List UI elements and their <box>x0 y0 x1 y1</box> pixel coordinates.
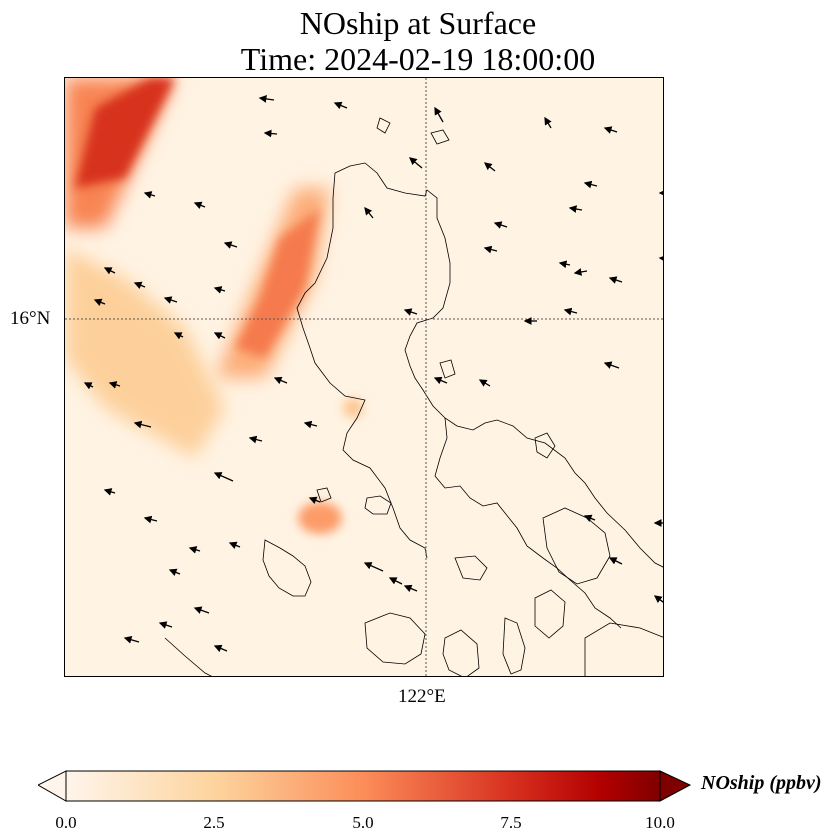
coastline-masbate <box>454 555 488 581</box>
wind-arrow <box>544 116 552 129</box>
wind-arrow <box>603 361 620 369</box>
wind-arrow <box>223 241 238 249</box>
wind-arrow <box>143 191 156 199</box>
wind-arrow <box>133 281 146 290</box>
coastline-panay <box>364 612 426 665</box>
latitude-tick-label: 16°N <box>10 308 51 329</box>
wind-arrow <box>103 267 116 275</box>
colorbar-gradient <box>65 770 661 802</box>
coastline-marinduque <box>364 495 392 515</box>
map-title: NOship at Surface <box>299 5 537 41</box>
wind-arrow <box>603 126 618 134</box>
colorbar-tick-4: 10.0 <box>645 813 675 832</box>
wind-arrow <box>483 162 496 172</box>
coastline-luzon-west <box>296 172 428 559</box>
wind-arrow <box>263 129 278 138</box>
wind-arrow <box>653 595 663 604</box>
wind-arrow <box>583 180 598 189</box>
wind-arrow <box>558 260 571 269</box>
wind-arrow <box>478 379 491 387</box>
wind-arrow <box>403 584 418 593</box>
wind-arrow <box>213 332 226 340</box>
coastline-cebu <box>502 617 526 675</box>
coastline-mindanao <box>584 622 663 676</box>
colorbar-label: NOship (ppbv) <box>701 772 822 794</box>
wind-arrow <box>173 332 184 340</box>
wind-arrow <box>158 621 173 629</box>
wind-arrow <box>123 636 140 644</box>
coastline-palawan <box>164 637 212 676</box>
coastline-babuyan-2 <box>430 129 450 145</box>
wind-arrow <box>273 376 288 385</box>
coastline-bicol <box>434 417 622 629</box>
coastline-mindoro <box>262 539 312 597</box>
wind-arrow <box>403 308 418 316</box>
wind-arrow <box>163 296 178 304</box>
wind-arrow <box>333 101 348 110</box>
wind-arrow <box>258 95 275 103</box>
wind-vectors <box>83 95 663 653</box>
wind-arrow <box>364 206 374 219</box>
wind-arrow <box>248 435 263 444</box>
wind-arrow <box>213 472 234 482</box>
colorbar-tick-3: 7.5 <box>500 813 522 832</box>
coastline-lubang <box>316 487 332 503</box>
wind-arrow <box>658 254 663 263</box>
plume-plume-near-Mindoro-5 <box>298 502 342 534</box>
colorbar-tick-0: 0.0 <box>55 813 77 832</box>
wind-arrow <box>433 376 448 385</box>
map-panel <box>64 77 664 677</box>
wind-arrow <box>563 307 578 316</box>
longitude-tick-label: 122°E <box>398 686 446 707</box>
wind-arrow <box>434 106 444 123</box>
coastline-babuyan <box>376 117 391 134</box>
wind-arrow <box>608 557 623 565</box>
wind-arrow <box>213 286 226 294</box>
wind-arrow <box>303 420 318 429</box>
wind-arrow <box>308 496 321 505</box>
wind-arrow <box>193 201 206 210</box>
colorbar-tick-1: 2.5 <box>203 813 225 832</box>
colorbar-extend-min <box>38 770 67 802</box>
colorbar <box>38 770 698 804</box>
wind-arrow <box>108 381 121 389</box>
wind-arrow <box>493 221 508 229</box>
plume-plume-west-of-Luzon-coast-3 <box>235 208 320 358</box>
wind-arrow <box>409 157 423 169</box>
plume-northwest-shipping-plume-4 <box>65 248 225 458</box>
wind-arrow <box>388 577 403 585</box>
wind-arrow <box>193 606 210 614</box>
coastline-polillo <box>439 359 456 379</box>
wind-arrow <box>83 382 94 390</box>
coastline-samar <box>542 507 611 585</box>
wind-arrow <box>483 245 498 254</box>
coastline-catanduanes <box>534 432 556 459</box>
wind-arrow <box>568 205 583 213</box>
wind-arrow <box>168 568 181 577</box>
plume-Manila-Bay-6 <box>343 398 363 418</box>
wind-arrow <box>608 276 623 284</box>
wind-arrow <box>228 541 241 550</box>
wind-arrow <box>213 644 228 653</box>
wind-arrow <box>133 420 152 429</box>
wind-arrow <box>583 514 596 523</box>
coastline-negros <box>442 629 480 676</box>
concentration-field <box>65 78 363 534</box>
wind-arrow <box>188 546 201 554</box>
wind-arrow <box>103 488 116 496</box>
gridlines <box>65 78 663 676</box>
wind-arrow <box>363 562 384 572</box>
wind-arrow <box>573 268 588 276</box>
wind-arrow <box>93 298 106 307</box>
map-subtitle-time: Time: 2024-02-19 18:00:00 <box>240 41 596 77</box>
plume-northwest-shipping-plume-1 <box>75 78 175 188</box>
colorbar-tick-2: 5.0 <box>352 813 374 832</box>
map-plot <box>65 78 663 676</box>
wind-arrow <box>143 515 158 524</box>
coastline-leyte <box>534 589 566 639</box>
colorbar-extend-max <box>659 770 692 802</box>
